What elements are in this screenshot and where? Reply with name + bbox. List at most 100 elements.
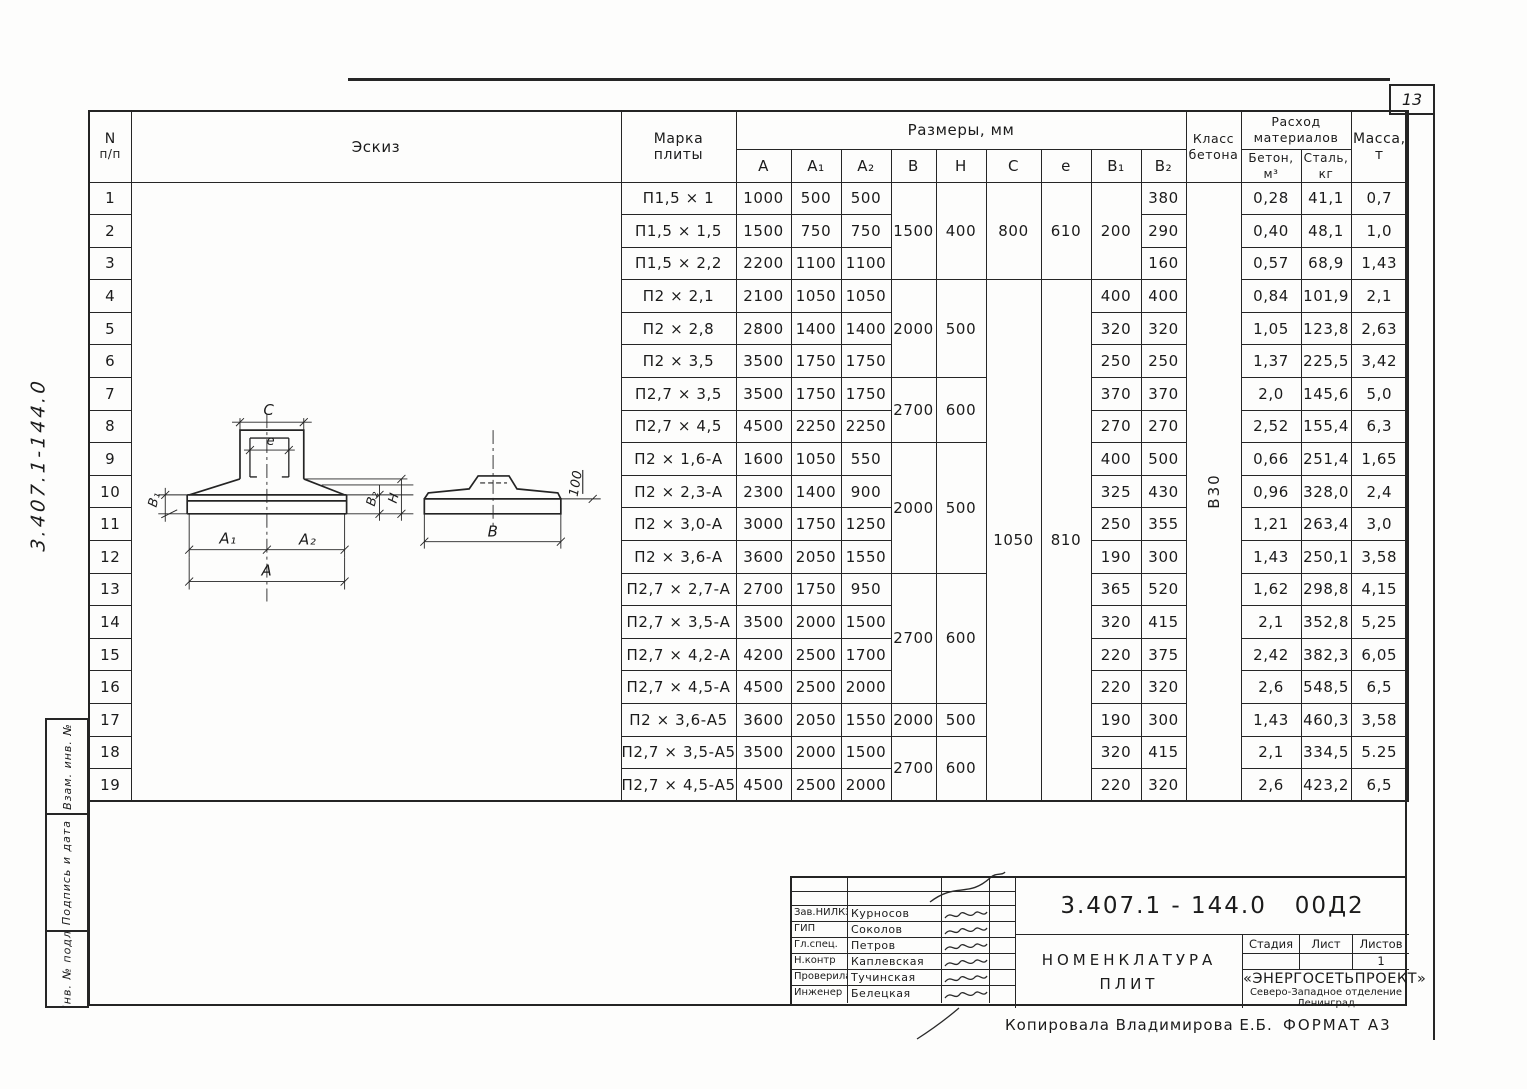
signer-role: Н.контр <box>792 954 848 970</box>
col-header-num: N п/п <box>88 110 132 183</box>
title-block: Зав.НИЛКЭ Курносов ГИП Соколов Гл.спец. Петро… <box>790 876 1426 1009</box>
signature-table: Зав.НИЛКЭ Курносов ГИП Соколов Гл.спец. Петро… <box>792 878 1015 1004</box>
signer-row: ГИП Соколов <box>792 922 1015 939</box>
cell-A1: 2500 <box>790 768 842 802</box>
signature-date <box>990 938 1015 953</box>
signature <box>942 906 990 922</box>
table-row: 14 П2,7 × 3,5-А 3500 2000 1500 320 415 2,1 352,8… <box>88 605 1409 639</box>
cell-num: 1 <box>88 181 132 216</box>
cell-mass: 6,3 <box>1350 409 1409 444</box>
page-number: 13 <box>1401 90 1423 109</box>
cell-mark: П2,7 × 4,5 <box>620 409 737 444</box>
cell-steel: 68,9 <box>1300 246 1352 281</box>
cell-A2: 750 <box>840 214 892 248</box>
cell-B: 2000 <box>890 703 937 737</box>
cell-mass: 1,65 <box>1350 442 1409 476</box>
cell-A2: 2000 <box>840 670 892 704</box>
cell-concrete: 0,28 <box>1240 181 1302 216</box>
cell-A: 1500 <box>735 214 792 248</box>
cell-C: 1050 <box>985 279 1042 802</box>
cell-A2: 1400 <box>840 311 892 346</box>
cell-mark: П2,7 × 3,5 <box>620 377 737 411</box>
cell-mass: 2,1 <box>1350 279 1409 313</box>
cell-H: 600 <box>935 735 987 802</box>
cell-mass: 3,0 <box>1350 507 1409 542</box>
table-row: 12 П2 × 3,6-А 3600 2050 1550 190 300 1,43 250,1 3… <box>88 540 1409 574</box>
cell-B1: 325 <box>1090 474 1142 509</box>
cell-num: 6 <box>88 344 132 379</box>
signer-role: Гл.спец. <box>792 938 848 954</box>
signer-row <box>792 892 1015 906</box>
cell-B2: 290 <box>1140 214 1187 248</box>
cell-e: 810 <box>1040 279 1092 802</box>
table-row: 15 П2,7 × 4,2-А 4200 2500 1700 220 375 2,42 382,… <box>88 637 1409 672</box>
signer-name: Петров <box>848 938 942 954</box>
signer-row: Зав.НИЛКЭ Курносов <box>792 906 1015 923</box>
col-header-consumption: Расход материалов <box>1240 110 1352 150</box>
cell-mark: П2 × 1,6-А <box>620 442 737 476</box>
signature <box>942 986 990 1003</box>
signature <box>942 954 990 970</box>
cell-concrete: 2,42 <box>1240 637 1302 672</box>
cell-A1: 1750 <box>790 507 842 542</box>
plate-sketch: С е В₁ В₂ Н А₁ А₂ А В 100 <box>145 401 601 601</box>
cell-steel: 263,4 <box>1300 507 1352 542</box>
cell-mark: П2,7 × 4,5-А <box>620 670 737 704</box>
table-row: 6 П2 × 3,5 3500 1750 1750 250 250 1,37 225,5 3,42 <box>88 344 1409 379</box>
stamp-inv-podl: Инв. № подл. <box>45 930 89 1008</box>
table-row: 3 П1,5 × 2,2 2200 1100 1100 160 0,57 68,9 1,43 <box>88 246 1409 281</box>
table-row: 11 П2 × 3,0-А 3000 1750 1250 250 355 1,21 263,4 3… <box>88 507 1409 542</box>
cell-B2: 320 <box>1140 670 1187 704</box>
cell-mass: 0,7 <box>1350 181 1409 216</box>
cell-B2: 520 <box>1140 572 1187 607</box>
cell-mass: 1,0 <box>1350 214 1409 248</box>
cell-concrete: 1,37 <box>1240 344 1302 379</box>
cell-num: 14 <box>88 605 132 639</box>
cell-steel: 423,2 <box>1300 768 1352 802</box>
cell-A1: 2050 <box>790 703 842 737</box>
signer-row: Инженер Белецкая <box>792 986 1015 1003</box>
frame-stamp-column: Взам. инв. № Подпись и дата Инв. № подл. <box>45 718 89 1008</box>
cell-B1: 190 <box>1090 540 1142 574</box>
cell-mark: П2 × 3,0-А <box>620 507 737 542</box>
cell-H: 500 <box>935 703 987 737</box>
cell-B1: 400 <box>1090 442 1142 476</box>
cell-concrete: 2,1 <box>1240 605 1302 639</box>
cell-steel: 298,8 <box>1300 572 1352 607</box>
cell-A2: 550 <box>840 442 892 476</box>
cell-steel: 155,4 <box>1300 409 1352 444</box>
cell-B1: 200 <box>1090 181 1142 281</box>
pen-stroke <box>916 1007 960 1040</box>
cell-A2: 500 <box>840 181 892 216</box>
signature <box>942 892 990 905</box>
cell-B2: 320 <box>1140 311 1187 346</box>
cell-B1: 365 <box>1090 572 1142 607</box>
col-header-B1: В₁ <box>1090 148 1142 183</box>
signature-stroke <box>944 959 988 967</box>
cell-mark: П2,7 × 4,2-А <box>620 637 737 672</box>
col-header-mass: Масса, т <box>1350 110 1409 183</box>
signer-name <box>848 892 942 905</box>
cell-B1: 220 <box>1090 670 1142 704</box>
cell-A: 3500 <box>735 735 792 770</box>
cell-num: 16 <box>88 670 132 704</box>
cell-mass: 5,0 <box>1350 377 1409 411</box>
cell-A1: 1750 <box>790 377 842 411</box>
cell-mass: 3,58 <box>1350 703 1409 737</box>
col-header-steel: Сталь, кг <box>1300 148 1352 183</box>
cell-B1: 220 <box>1090 768 1142 802</box>
signature-stroke <box>944 975 988 983</box>
dim-C-line <box>231 417 312 430</box>
cell-A: 1600 <box>735 442 792 476</box>
col-header-B2: В₂ <box>1140 148 1187 183</box>
col-header-C: С <box>985 148 1042 183</box>
table-body: 1 <box>88 181 1409 802</box>
cell-C: 800 <box>985 181 1042 281</box>
signer-name: Тучинская <box>848 970 942 986</box>
signature-date <box>990 906 1015 921</box>
bottom-caption: Копировала Владимирова Е.Б. ФОРМАТ А3 <box>1005 1016 1425 1034</box>
top-rule-line <box>348 78 1390 81</box>
cell-A1: 1400 <box>790 311 842 346</box>
cell-steel: 334,5 <box>1300 735 1352 770</box>
col-header-A1: А₁ <box>790 148 842 183</box>
